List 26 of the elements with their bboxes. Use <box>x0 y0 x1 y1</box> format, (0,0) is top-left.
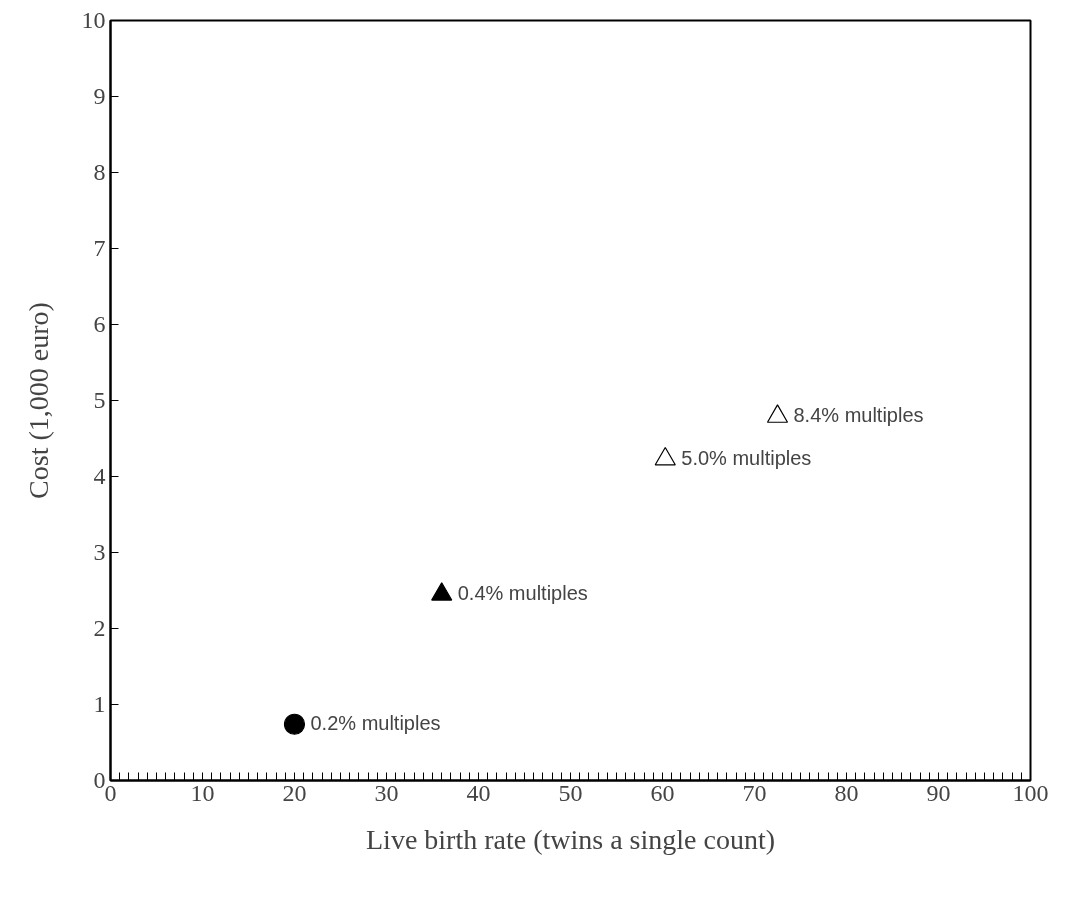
x-tick-label: 10 <box>190 779 215 806</box>
y-tick-label: 10 <box>81 7 106 33</box>
y-tick-label: 2 <box>93 615 106 641</box>
y-tick-label: 8 <box>93 159 106 185</box>
series-label: 8.4% multiples <box>793 404 924 427</box>
x-tick-label: 60 <box>650 779 675 806</box>
y-tick-label: 1 <box>93 691 106 717</box>
series-label: 0.4% multiples <box>457 582 588 605</box>
x-tick-label: 70 <box>742 779 767 806</box>
series-label: 0.2% multiples <box>310 712 441 735</box>
x-tick-label: 40 <box>466 779 491 806</box>
y-tick-label: 6 <box>93 311 106 337</box>
x-tick-label: 100 <box>1012 779 1049 806</box>
x-tick-label: 80 <box>834 779 859 806</box>
series-label: 5.0% multiples <box>681 447 812 470</box>
x-tick-label: 30 <box>374 779 399 806</box>
y-tick-label: 9 <box>93 83 106 109</box>
y-tick-label: 4 <box>93 463 106 489</box>
y-axis-title: Cost (1,000 euro) <box>22 302 54 499</box>
y-tick-label: 5 <box>93 387 106 413</box>
x-tick-label: 50 <box>558 779 583 806</box>
y-tick-label: 3 <box>93 539 106 565</box>
y-tick-label: 7 <box>93 235 106 261</box>
x-tick-label: 20 <box>282 779 307 806</box>
x-axis-title: Live birth rate (twins a single count) <box>366 823 775 855</box>
x-tick-label: 90 <box>926 779 951 806</box>
